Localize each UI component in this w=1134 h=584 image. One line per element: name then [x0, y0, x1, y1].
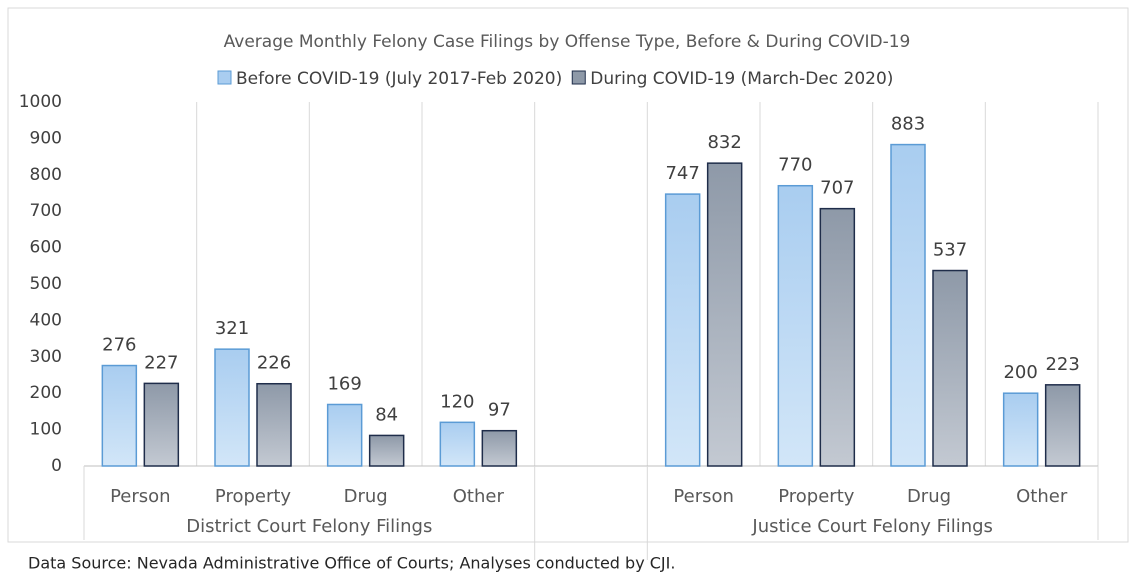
value-label: 537 [933, 240, 967, 261]
y-tick-label: 300 [30, 347, 62, 367]
bar [819, 207, 856, 467]
legend-swatch [217, 70, 232, 85]
bar [481, 429, 518, 467]
value-label: 84 [375, 404, 398, 425]
bar [1044, 384, 1081, 467]
bar [890, 143, 926, 467]
y-tick-label: 400 [30, 310, 62, 330]
x-tick-label: Person [673, 486, 734, 507]
value-label: 169 [327, 373, 361, 394]
footnote: Data Source: Nevada Administrative Offic… [28, 554, 675, 573]
value-label: 321 [215, 318, 249, 339]
x-tick-label: Other [453, 486, 505, 507]
bar [368, 434, 405, 467]
group-label: Justice Court Felony Filings [751, 516, 993, 537]
x-tick-label: Person [110, 486, 171, 507]
value-label: 227 [144, 352, 178, 373]
bar [706, 162, 743, 467]
y-tick-label: 900 [30, 128, 62, 148]
x-tick-label: Property [778, 486, 855, 507]
bar [439, 421, 476, 467]
value-label: 226 [257, 353, 291, 374]
value-label: 120 [440, 391, 474, 412]
bar [326, 403, 363, 467]
bar [1002, 392, 1039, 467]
legend-label: Before COVID-19 (July 2017-Feb 2020) [236, 69, 562, 89]
value-label: 883 [891, 114, 925, 135]
x-tick-label: Property [215, 486, 292, 507]
value-label: 747 [665, 163, 699, 184]
legend-label: During COVID-19 (March-Dec 2020) [590, 69, 893, 89]
bar [143, 382, 180, 467]
bar [101, 364, 138, 467]
y-tick-label: 500 [30, 274, 62, 294]
value-label: 832 [707, 132, 741, 153]
x-tick-label: Drug [344, 486, 388, 507]
chart-title: Average Monthly Felony Case Filings by O… [224, 32, 911, 52]
value-label: 276 [102, 335, 136, 356]
bar [932, 269, 968, 467]
value-label: 97 [488, 400, 511, 421]
bar [777, 184, 814, 467]
y-tick-label: 1000 [19, 92, 62, 112]
y-tick-label: 100 [30, 420, 62, 440]
y-tick-label: 700 [30, 201, 62, 221]
y-tick-label: 200 [30, 383, 62, 403]
value-label: 707 [820, 178, 854, 199]
bar [664, 193, 701, 467]
value-label: 770 [778, 155, 812, 176]
bar [256, 382, 292, 467]
x-tick-label: Drug [907, 486, 951, 507]
y-tick-label: 800 [30, 165, 62, 185]
chart-frame [7, 7, 1129, 543]
y-tick-label: 0 [51, 456, 62, 476]
x-tick-label: Other [1016, 486, 1068, 507]
bar [214, 348, 250, 467]
value-label: 223 [1045, 354, 1079, 375]
value-label: 200 [1003, 362, 1037, 383]
legend-swatch [571, 70, 586, 85]
group-label: District Court Felony Filings [186, 516, 432, 537]
y-tick-label: 600 [30, 238, 62, 258]
